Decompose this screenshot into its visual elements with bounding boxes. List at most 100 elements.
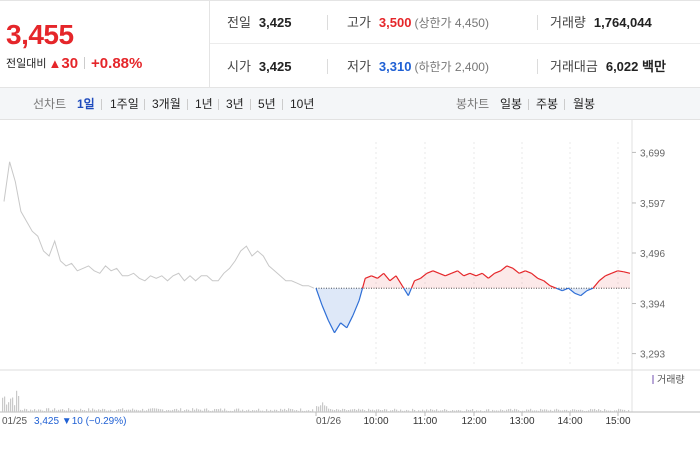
volume-bar <box>74 409 76 412</box>
volume-bar <box>602 411 604 412</box>
volume-bar <box>90 410 92 412</box>
volume-bar <box>66 410 68 412</box>
divider <box>537 59 538 74</box>
volume-bar <box>360 409 362 412</box>
summary-label: 3,425 ▼10 (−0.29%) <box>34 416 126 427</box>
volume-bar <box>324 405 326 412</box>
volume-bar <box>606 410 608 412</box>
volume-bar <box>330 409 332 412</box>
tab-weekly[interactable]: 주봉 <box>536 97 559 111</box>
tab-daily[interactable]: 일봉 <box>500 97 523 111</box>
today-line-segment <box>445 272 452 277</box>
volume-bar <box>460 410 462 412</box>
volume-bar <box>614 410 616 412</box>
volume-bar <box>136 409 138 412</box>
volume-bar <box>318 406 320 412</box>
volume-bar <box>544 409 546 412</box>
volume-bar <box>408 410 410 412</box>
tab-1w[interactable]: 1주일 <box>110 97 139 111</box>
volume-bar <box>522 410 524 412</box>
volume-bar <box>448 411 450 412</box>
volume-bar <box>282 409 284 412</box>
today-area <box>328 288 335 333</box>
stat-unit: 백만 <box>642 59 666 74</box>
volume-bar <box>410 411 412 412</box>
today-area <box>334 288 341 333</box>
today-area <box>482 273 489 289</box>
volume-bar <box>450 410 452 412</box>
volume-bar <box>220 408 222 412</box>
volume-bar <box>254 410 256 412</box>
volume-bar <box>4 396 6 412</box>
today-line-segment <box>605 272 612 277</box>
volume-bar <box>2 397 4 412</box>
today-line-segment <box>469 272 477 277</box>
today-line-segment <box>518 270 526 274</box>
today-line-segment <box>475 272 483 277</box>
today-area <box>420 273 427 289</box>
volume-bar <box>228 410 230 412</box>
today-area <box>488 273 495 289</box>
today-line-segment <box>395 275 403 287</box>
tab-3y[interactable]: 3년 <box>226 97 244 111</box>
volume-bar <box>100 409 102 412</box>
tab-10y[interactable]: 10년 <box>290 97 315 111</box>
quote-header: 3,455 전일대비 ▲30 +0.88% 전일 3,425 고가 3,500 (상한가 … <box>0 0 700 88</box>
volume-bar <box>60 409 62 412</box>
volume-bar <box>192 408 194 412</box>
today-line-segment <box>371 275 378 279</box>
volume-bar <box>16 390 18 412</box>
price-box: 3,455 전일대비 ▲30 +0.88% <box>0 1 210 88</box>
volume-bar <box>566 409 568 412</box>
volume-bar <box>336 408 338 412</box>
volume-bar <box>128 409 130 412</box>
volume-bar <box>380 409 382 412</box>
volume-bar <box>102 408 104 412</box>
volume-bar <box>328 408 330 412</box>
volume-bar <box>482 411 484 412</box>
volume-bar <box>338 409 340 412</box>
today-line-segment <box>568 287 575 294</box>
x-date-label: 01/26 <box>316 416 341 427</box>
tab-monthly[interactable]: 월봉 <box>573 97 596 111</box>
tab-5y[interactable]: 5년 <box>258 97 276 111</box>
today-area <box>605 273 612 289</box>
today-line-segment <box>543 280 551 287</box>
volume-bar <box>264 411 266 412</box>
today-area <box>525 270 532 289</box>
volume-bar <box>130 409 132 412</box>
volume-bar <box>384 409 386 412</box>
volume-bar <box>172 409 174 412</box>
stat-limit: (하한가 2,400) <box>414 60 489 74</box>
tab-1d[interactable]: 1일 <box>77 97 95 111</box>
volume-bar <box>22 410 24 412</box>
volume-bar <box>78 410 80 412</box>
today-line-segment <box>586 287 594 292</box>
tab-3m[interactable]: 3개월 <box>152 97 181 111</box>
today-line-segment <box>346 315 354 329</box>
today-line-segment <box>500 265 508 272</box>
today-area <box>389 275 397 289</box>
volume-bar <box>306 410 308 412</box>
volume-bar <box>156 408 158 412</box>
today-line-segment <box>333 322 342 334</box>
price-chart: 3,699 3,597 3,496 3,394 3,293 거래량 01/25 3,425… <box>0 120 700 427</box>
divider <box>564 99 565 110</box>
stat-value: 3,425 <box>258 15 292 30</box>
tab-1y[interactable]: 1년 <box>195 97 213 111</box>
volume-bar <box>496 410 498 412</box>
volume-bar <box>446 409 448 412</box>
stats-row-1: 전일 3,425 고가 3,500 (상한가 4,450) 거래량 1,764,044 <box>210 1 700 44</box>
today-area <box>469 273 477 289</box>
x-tick-label: 13:00 <box>509 416 534 427</box>
today-line-segment <box>340 322 348 329</box>
volume-bar <box>50 410 52 412</box>
x-tick-label: 11:00 <box>413 416 438 427</box>
volume-bar <box>562 410 564 412</box>
prev-day-series <box>3 161 315 289</box>
volume-bar <box>138 410 140 412</box>
today-line-segment <box>623 271 631 274</box>
stat-high: 고가 3,500 (상한가 4,450) <box>337 1 489 44</box>
volume-bar <box>278 411 280 412</box>
today-line-segment <box>410 280 416 289</box>
